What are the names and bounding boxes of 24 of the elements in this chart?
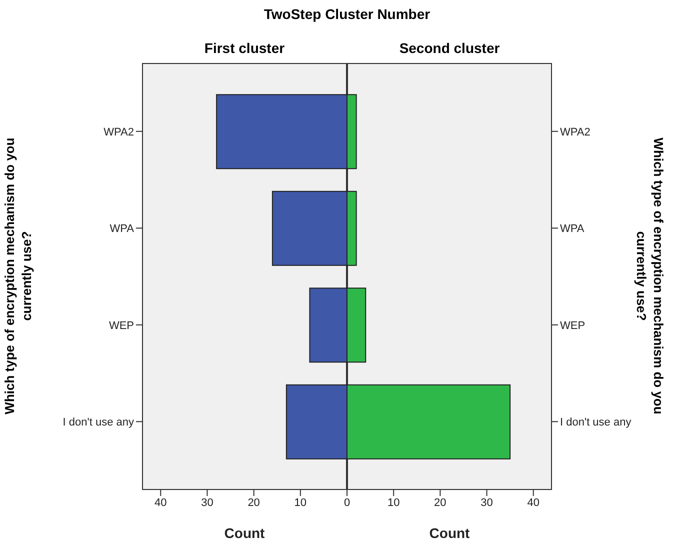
y-tick-label: WPA xyxy=(110,223,135,236)
x-tick-label: 40 xyxy=(154,496,167,509)
x-axis-title: Count xyxy=(429,525,470,541)
x-tick-label: 0 xyxy=(344,496,350,509)
x-tick-label: 20 xyxy=(434,496,446,509)
x-tick-label: 40 xyxy=(527,496,540,509)
y-tick-label: WEP xyxy=(560,320,586,332)
x-axis-title: Count xyxy=(224,525,266,541)
y-tick-label: I don't use any xyxy=(560,416,632,429)
x-tick-label: 10 xyxy=(387,496,400,509)
y-axis-title: Which type of encryption mechanism do you currently use? xyxy=(633,136,667,416)
y-tick-label: WEP xyxy=(108,320,134,332)
chart-title: TwoStep Cluster Number xyxy=(262,6,432,22)
y-tick-label: WPA xyxy=(560,223,585,236)
y-tick-label: WPA2 xyxy=(104,126,134,138)
x-tick-label: 10 xyxy=(294,496,307,509)
x-tick-label: 20 xyxy=(248,496,260,509)
y-tick-label: I don't use any xyxy=(62,416,134,429)
y-axis-title: Which type of encryption mechanism do you currently use? xyxy=(1,136,35,416)
x-tick-label: 30 xyxy=(480,496,493,509)
chart-subtitle: Second cluster xyxy=(398,40,501,56)
y-tick-label: WPA2 xyxy=(560,126,590,138)
x-tick-label: 30 xyxy=(201,496,214,509)
chart-subtitle: First cluster xyxy=(203,40,286,56)
